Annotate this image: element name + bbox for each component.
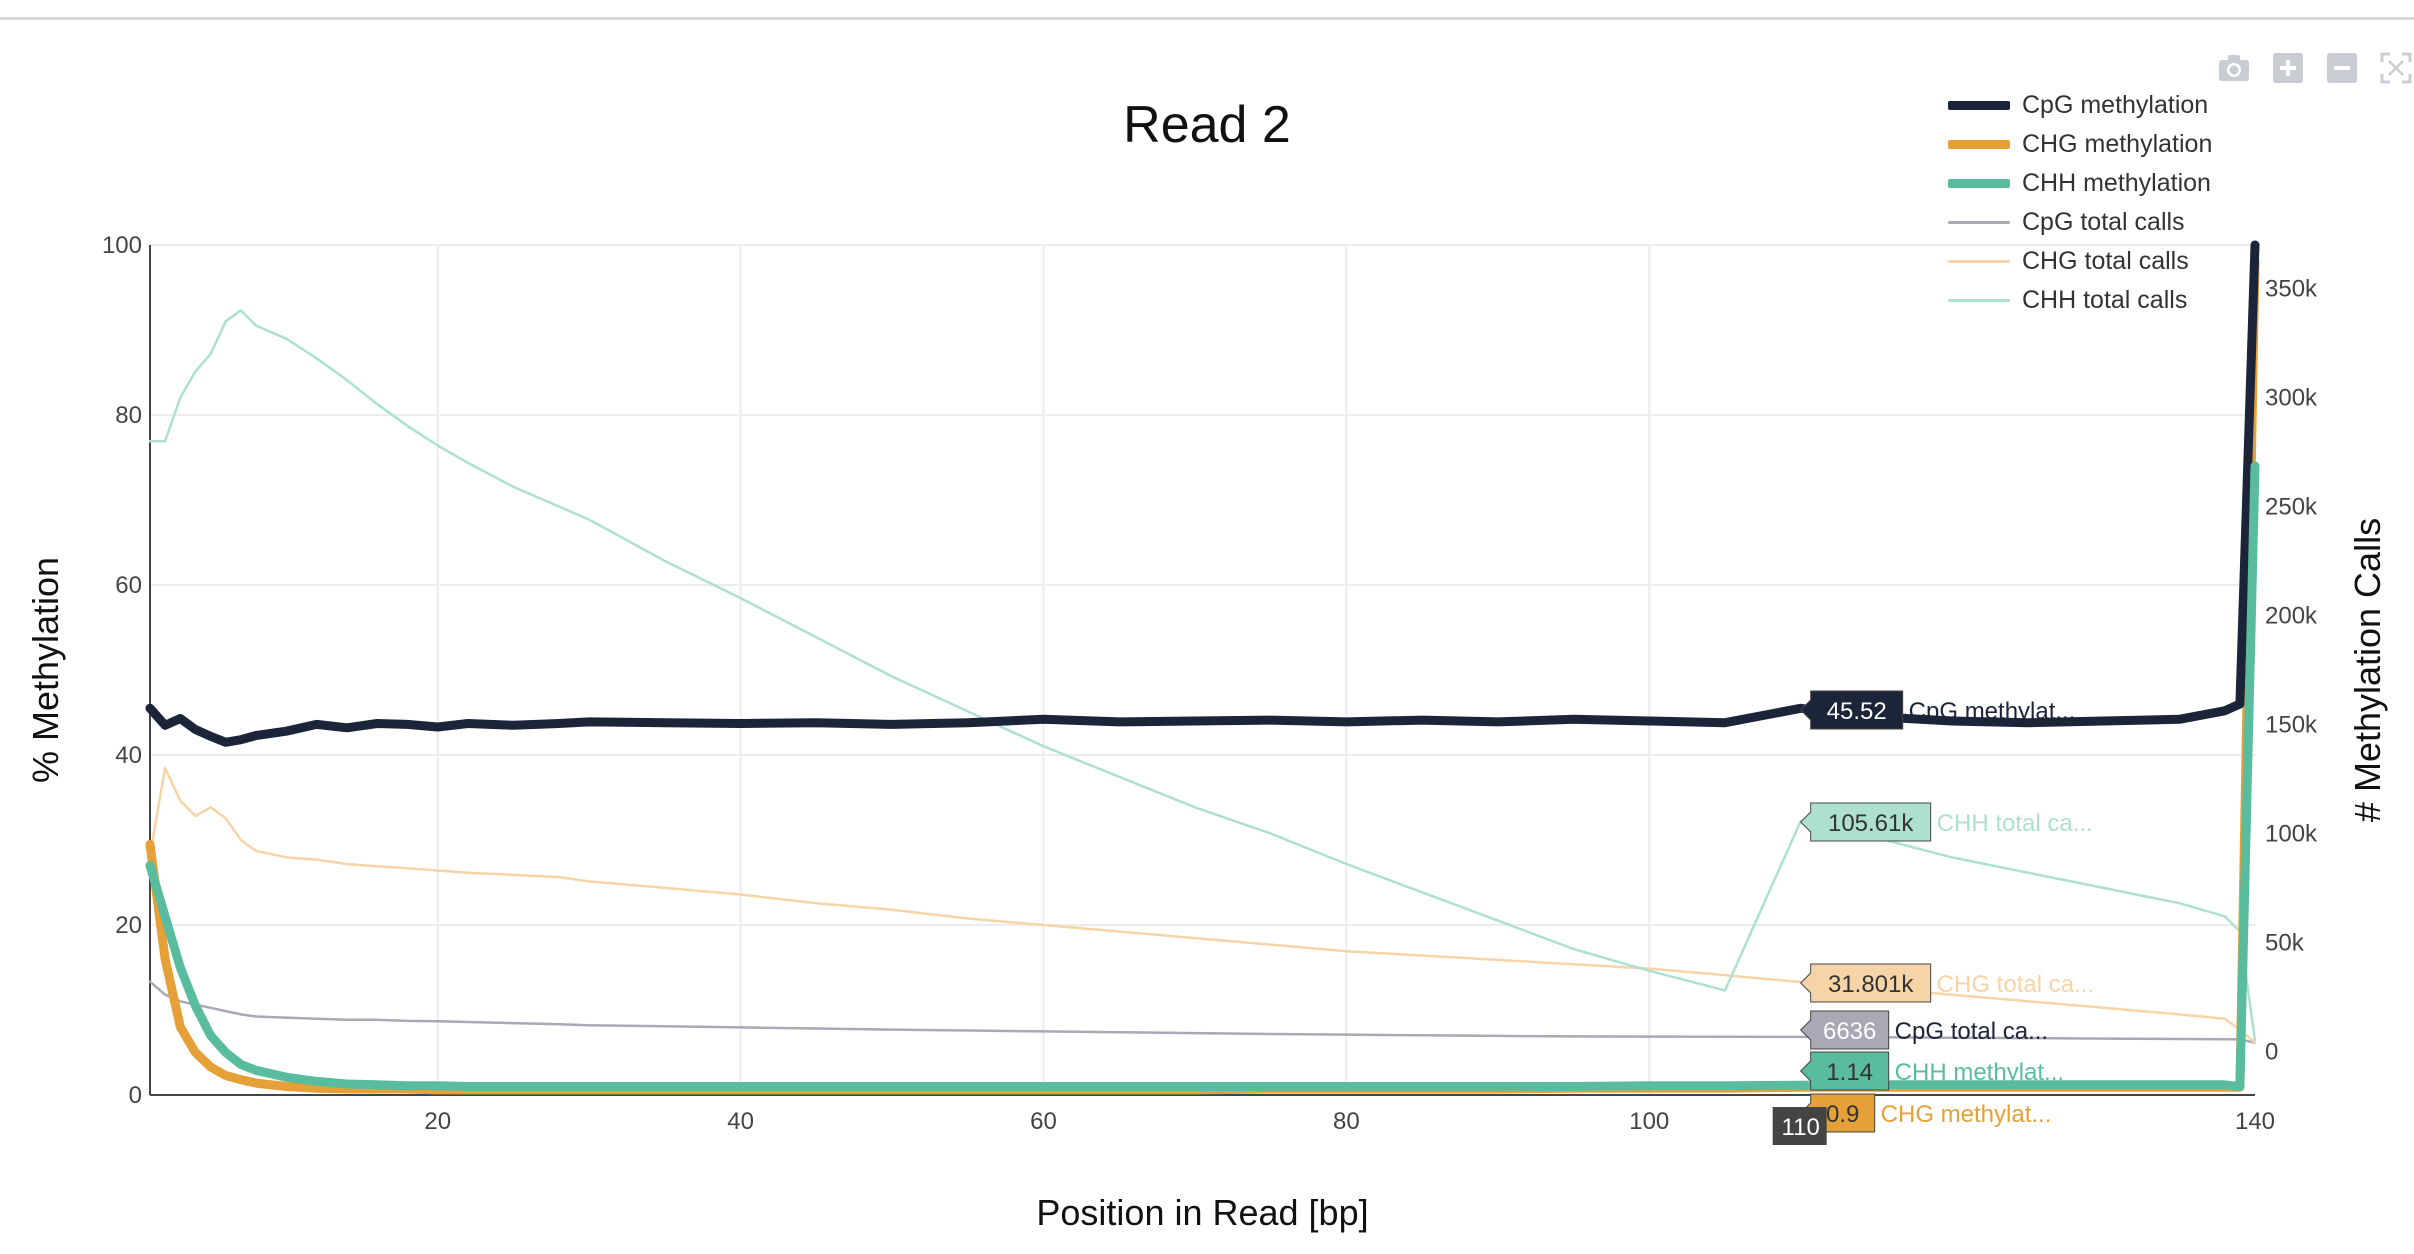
y2-tick-label: 250k <box>2265 494 2318 521</box>
legend-label: CpG methylation <box>2022 91 2209 119</box>
x-tick-label: 40 <box>727 1108 754 1135</box>
y-tick-label: 60 <box>115 572 142 599</box>
y2-tick-label: 150k <box>2265 711 2318 738</box>
legend-item-chg-total[interactable]: CHG total calls <box>1948 242 2212 281</box>
hover-label-value: 45.52 <box>1827 698 1887 725</box>
autoscale-icon[interactable] <box>2378 50 2414 86</box>
hover-label-box <box>1799 1010 1890 1050</box>
hover-label-box <box>1799 963 1932 1003</box>
y-tick-label: 20 <box>115 912 142 939</box>
y-axis-title: % Methylation <box>25 557 66 783</box>
y2-tick-label: 300k <box>2265 385 2318 412</box>
hover-x-label: 110 <box>1782 1114 1820 1141</box>
y2-tick-label: 350k <box>2265 276 2318 303</box>
camera-icon[interactable] <box>2216 50 2252 86</box>
hover-label-box <box>1799 1051 1890 1091</box>
chart-title: Read 2 <box>1123 96 1291 154</box>
legend-item-cpg-total[interactable]: CpG total calls <box>1948 203 2212 242</box>
hover-label-name: CHG total ca... <box>1937 971 2094 998</box>
legend-item-chh[interactable]: CHH methylation <box>1948 164 2212 203</box>
hover-label-value: 105.61k <box>1828 810 1914 837</box>
y2-tick-label: 200k <box>2265 603 2318 630</box>
legend-swatch <box>1948 179 2010 188</box>
legend: CpG methylation CHG methylation CHH methyl… <box>1948 86 2212 320</box>
hover-label-value: 1.14 <box>1826 1059 1873 1086</box>
hover-label-name: CpG total ca... <box>1895 1018 2048 1045</box>
chh-total-series-line <box>148 309 2257 1042</box>
chg-series-line <box>145 257 2260 1095</box>
hover-label-name: CHG methylat... <box>1881 1101 2052 1128</box>
hover-label-value: 31.801k <box>1828 971 1914 998</box>
y2-tick-label: 0 <box>2265 1038 2278 1065</box>
hover-label-name: CHH methylat... <box>1895 1059 2064 1086</box>
legend-label: CHH methylation <box>2022 169 2211 197</box>
modebar <box>2216 48 2414 88</box>
hover-label-value: 0.9 <box>1826 1101 1859 1128</box>
legend-swatch <box>1948 299 2010 302</box>
y-tick-label: 100 <box>102 232 142 259</box>
hover-label-name: CHH total ca... <box>1937 810 2093 837</box>
hover-x-box <box>1772 1107 1827 1145</box>
x-tick-label: 100 <box>1629 1108 1669 1135</box>
x-tick-label: 80 <box>1333 1108 1360 1135</box>
y2-axis-title: # Methylation Calls <box>2347 518 2388 822</box>
y-tick-label: 0 <box>129 1082 142 1109</box>
legend-swatch <box>1948 140 2010 149</box>
y2-tick-label: 100k <box>2265 820 2318 847</box>
top-divider <box>0 17 2414 20</box>
x-tick-label: 140 <box>2235 1108 2275 1135</box>
hover-label-box <box>1799 802 1932 842</box>
zoom-in-icon[interactable] <box>2270 50 2306 86</box>
y-tick-label: 80 <box>115 402 142 429</box>
legend-label: CHH total calls <box>2022 286 2188 314</box>
legend-label: CHG methylation <box>2022 130 2213 158</box>
hover-label-box <box>1799 690 1904 730</box>
cpg-series-line <box>145 240 2260 747</box>
legend-item-cpg[interactable]: CpG methylation <box>1948 86 2212 125</box>
legend-label: CHG total calls <box>2022 247 2189 275</box>
legend-swatch <box>1948 260 2010 263</box>
zoom-out-icon[interactable] <box>2324 50 2360 86</box>
legend-swatch <box>1948 101 2010 110</box>
y2-tick-label: 50k <box>2265 929 2305 956</box>
x-tick-label: 60 <box>1030 1108 1057 1135</box>
legend-swatch <box>1948 221 2010 224</box>
hover-label-value: 6636 <box>1823 1018 1876 1045</box>
legend-item-chh-total[interactable]: CHH total calls <box>1948 281 2212 320</box>
y-tick-label: 40 <box>115 742 142 769</box>
hover-label-name: CpG methylat... <box>1909 698 2076 725</box>
legend-item-chg[interactable]: CHG methylation <box>1948 125 2212 164</box>
x-tick-label: 20 <box>424 1108 451 1135</box>
legend-label: CpG total calls <box>2022 208 2185 236</box>
x-axis-title: Position in Read [bp] <box>1036 1192 1368 1233</box>
